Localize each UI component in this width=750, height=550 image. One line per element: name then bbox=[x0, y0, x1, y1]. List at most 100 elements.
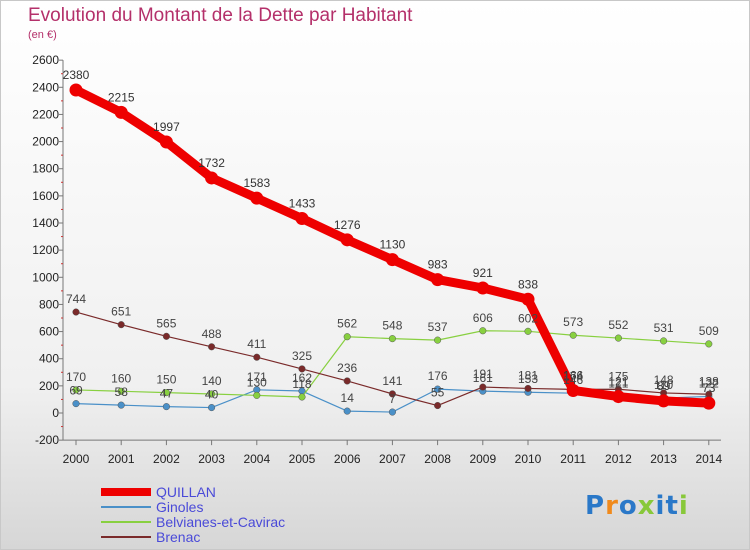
data-label: 411 bbox=[247, 337, 266, 351]
y-tick-label: 800 bbox=[39, 297, 59, 311]
data-point bbox=[117, 387, 125, 395]
legend-label: Ginoles bbox=[156, 499, 204, 515]
legend-label: Belvianes-et-Cavirac bbox=[156, 514, 286, 530]
data-label: 548 bbox=[382, 319, 402, 333]
data-label: 1276 bbox=[334, 218, 361, 232]
x-tick-label: 2014 bbox=[695, 452, 722, 466]
data-point bbox=[295, 212, 309, 226]
y-tick-label: 200 bbox=[39, 379, 59, 393]
data-label: 176 bbox=[428, 369, 448, 383]
data-label: 531 bbox=[654, 321, 674, 335]
data-point bbox=[117, 401, 125, 409]
x-tick-label: 2006 bbox=[334, 452, 361, 466]
data-label: 55 bbox=[431, 386, 445, 400]
data-point bbox=[479, 383, 487, 391]
data-label: 651 bbox=[111, 305, 131, 319]
data-point bbox=[702, 396, 716, 410]
data-point bbox=[705, 340, 713, 348]
legend-swatch bbox=[101, 536, 151, 538]
data-point bbox=[343, 377, 351, 385]
y-tick-label: 1000 bbox=[32, 270, 59, 284]
y-tick-label: 0 bbox=[52, 406, 59, 420]
data-point bbox=[569, 331, 577, 339]
data-label: 89 bbox=[657, 379, 671, 393]
data-point bbox=[250, 191, 264, 205]
data-label: 744 bbox=[66, 292, 86, 306]
data-label: 983 bbox=[428, 258, 448, 272]
data-point bbox=[343, 333, 351, 341]
data-label: 325 bbox=[292, 349, 312, 363]
data-label: 170 bbox=[66, 370, 86, 384]
y-tick-label: 1200 bbox=[32, 243, 59, 257]
data-point bbox=[388, 390, 396, 398]
data-point bbox=[521, 292, 535, 306]
data-label: 1997 bbox=[153, 120, 180, 134]
y-tick-label: 400 bbox=[39, 352, 59, 366]
data-point bbox=[431, 273, 445, 287]
data-label: 141 bbox=[382, 374, 402, 388]
data-point bbox=[388, 408, 396, 416]
chart-axes: -200 0 200 400 600 800 1000 1200 1400 1600 1800 200… bbox=[32, 53, 722, 466]
x-tick-label: 2011 bbox=[560, 452, 586, 466]
data-label: 162 bbox=[292, 371, 312, 385]
data-label: 138 bbox=[699, 374, 719, 388]
x-tick-label: 2012 bbox=[605, 452, 632, 466]
data-label: 161 bbox=[473, 371, 493, 385]
chart-series-lines bbox=[69, 83, 716, 416]
data-point bbox=[162, 332, 170, 340]
data-point bbox=[72, 308, 80, 316]
data-label: 121 bbox=[608, 377, 628, 391]
data-label: 148 bbox=[654, 373, 674, 387]
data-point bbox=[614, 334, 622, 342]
data-label: 73 bbox=[702, 381, 716, 395]
data-point bbox=[434, 401, 442, 410]
data-point bbox=[162, 389, 170, 397]
data-point bbox=[657, 394, 671, 408]
data-point bbox=[524, 384, 532, 392]
data-point bbox=[611, 390, 625, 404]
data-point bbox=[162, 403, 170, 411]
data-label: 565 bbox=[156, 316, 176, 330]
data-label: 7 bbox=[389, 392, 396, 406]
x-tick-label: 2005 bbox=[289, 452, 316, 466]
data-label: 1732 bbox=[198, 156, 225, 170]
data-label: 509 bbox=[699, 324, 719, 338]
data-point bbox=[298, 393, 306, 401]
data-point bbox=[298, 365, 306, 373]
data-point bbox=[72, 386, 80, 394]
x-tick-label: 2009 bbox=[469, 452, 496, 466]
x-tick-label: 2013 bbox=[650, 452, 677, 466]
data-point bbox=[253, 353, 261, 361]
data-label: 69 bbox=[69, 384, 83, 398]
data-point bbox=[253, 391, 261, 399]
x-tick-label: 2000 bbox=[63, 452, 90, 466]
x-tick-label: 2004 bbox=[243, 452, 270, 466]
x-tick-label: 2010 bbox=[515, 452, 542, 466]
data-point bbox=[208, 390, 216, 398]
data-point bbox=[660, 337, 668, 345]
data-point bbox=[72, 400, 80, 408]
y-tick-label: 1800 bbox=[32, 162, 59, 176]
data-label: 40 bbox=[205, 388, 219, 402]
y-tick-label: -200 bbox=[35, 433, 59, 447]
data-label: 174 bbox=[563, 369, 583, 383]
data-point bbox=[385, 253, 399, 267]
data-point bbox=[69, 83, 83, 97]
data-point bbox=[205, 171, 219, 185]
data-label: 921 bbox=[473, 266, 493, 280]
legend-swatch bbox=[101, 488, 151, 496]
chart-subtitle: (en €) bbox=[28, 29, 57, 41]
data-label: 552 bbox=[608, 318, 628, 332]
data-label: 110 bbox=[654, 378, 673, 392]
data-label: 488 bbox=[202, 327, 222, 341]
data-point bbox=[208, 404, 216, 412]
y-tick-label: 600 bbox=[39, 325, 59, 339]
data-point bbox=[434, 385, 442, 393]
y-tick-label: 2200 bbox=[32, 107, 59, 121]
data-point bbox=[117, 321, 125, 329]
data-label: 602 bbox=[518, 311, 538, 325]
data-label: 562 bbox=[337, 317, 357, 331]
data-label: 181 bbox=[518, 368, 538, 382]
